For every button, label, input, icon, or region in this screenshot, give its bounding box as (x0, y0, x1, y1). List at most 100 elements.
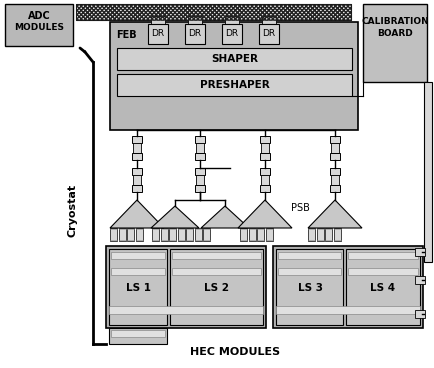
Bar (195, 136, 205, 143)
Bar (415, 276, 425, 284)
Bar (415, 248, 425, 256)
Polygon shape (151, 206, 199, 228)
Bar (109, 306, 263, 314)
Bar (132, 168, 142, 175)
Bar (110, 22, 358, 130)
Bar (111, 268, 165, 275)
Bar (195, 185, 205, 192)
Bar (169, 228, 176, 241)
Bar (110, 228, 117, 241)
Bar (415, 310, 425, 318)
Text: SHAPER: SHAPER (211, 54, 259, 64)
Bar (152, 228, 159, 241)
Bar (240, 228, 247, 241)
Bar (111, 330, 165, 337)
Bar (109, 328, 167, 344)
Bar (316, 228, 323, 241)
Polygon shape (110, 200, 164, 228)
Bar (424, 82, 432, 262)
Bar (308, 228, 315, 241)
Bar (273, 246, 423, 328)
Bar (195, 168, 205, 175)
Text: LS 1: LS 1 (125, 283, 151, 293)
Bar (266, 228, 273, 241)
Bar (278, 252, 341, 259)
Bar (330, 153, 340, 160)
Text: MODULES: MODULES (14, 24, 64, 32)
Text: DR: DR (225, 29, 239, 39)
Bar (196, 175, 204, 185)
Text: BOARD: BOARD (377, 29, 413, 39)
Bar (133, 143, 141, 153)
Bar (276, 306, 420, 314)
Text: CALIBRATION: CALIBRATION (361, 18, 429, 26)
Bar (76, 4, 351, 20)
Bar (106, 246, 266, 328)
Bar (259, 24, 279, 44)
Bar (260, 136, 270, 143)
Bar (260, 185, 270, 192)
Bar (260, 168, 270, 175)
Bar (363, 4, 427, 82)
Bar (132, 185, 142, 192)
Bar (330, 185, 340, 192)
Text: DR: DR (263, 29, 276, 39)
Text: Cryostat: Cryostat (67, 183, 77, 237)
Bar (172, 252, 261, 259)
Bar (132, 153, 142, 160)
Bar (196, 143, 204, 153)
Polygon shape (201, 206, 249, 228)
Polygon shape (308, 200, 362, 228)
Bar (185, 24, 205, 44)
Bar (330, 168, 340, 175)
Text: LS 2: LS 2 (204, 283, 230, 293)
Bar (133, 175, 141, 185)
Bar (186, 228, 193, 241)
Bar (278, 268, 341, 275)
Bar (348, 268, 418, 275)
Polygon shape (238, 200, 292, 228)
Bar (117, 74, 352, 96)
Bar (127, 228, 134, 241)
Bar (148, 24, 168, 44)
Bar (170, 249, 263, 325)
Bar (325, 228, 332, 241)
Bar (261, 175, 269, 185)
Bar (178, 228, 184, 241)
Bar (76, 4, 351, 20)
Bar (330, 136, 340, 143)
Bar (331, 175, 339, 185)
Bar (203, 228, 210, 241)
Bar (257, 228, 264, 241)
Text: DR: DR (188, 29, 201, 39)
Text: HEC MODULES: HEC MODULES (190, 347, 280, 357)
Bar (346, 249, 420, 325)
Bar (135, 228, 142, 241)
Text: FEB: FEB (116, 30, 136, 40)
Bar (111, 252, 165, 259)
Bar (194, 228, 201, 241)
Bar (195, 153, 205, 160)
Bar (109, 249, 167, 325)
Bar (331, 143, 339, 153)
Bar (172, 268, 261, 275)
Bar (262, 16, 276, 24)
Bar (225, 16, 239, 24)
Bar (222, 24, 242, 44)
Bar (5, 4, 73, 46)
Text: PRESHAPER: PRESHAPER (200, 80, 270, 90)
Bar (333, 228, 341, 241)
Bar (118, 228, 125, 241)
Bar (260, 153, 270, 160)
Bar (151, 16, 165, 24)
Bar (188, 16, 202, 24)
Text: ADC: ADC (28, 11, 50, 21)
Text: DR: DR (151, 29, 164, 39)
Bar (161, 228, 168, 241)
Bar (249, 228, 256, 241)
Bar (261, 143, 269, 153)
Text: LS 3: LS 3 (297, 283, 322, 293)
Bar (276, 249, 343, 325)
Bar (132, 136, 142, 143)
Bar (117, 48, 352, 70)
